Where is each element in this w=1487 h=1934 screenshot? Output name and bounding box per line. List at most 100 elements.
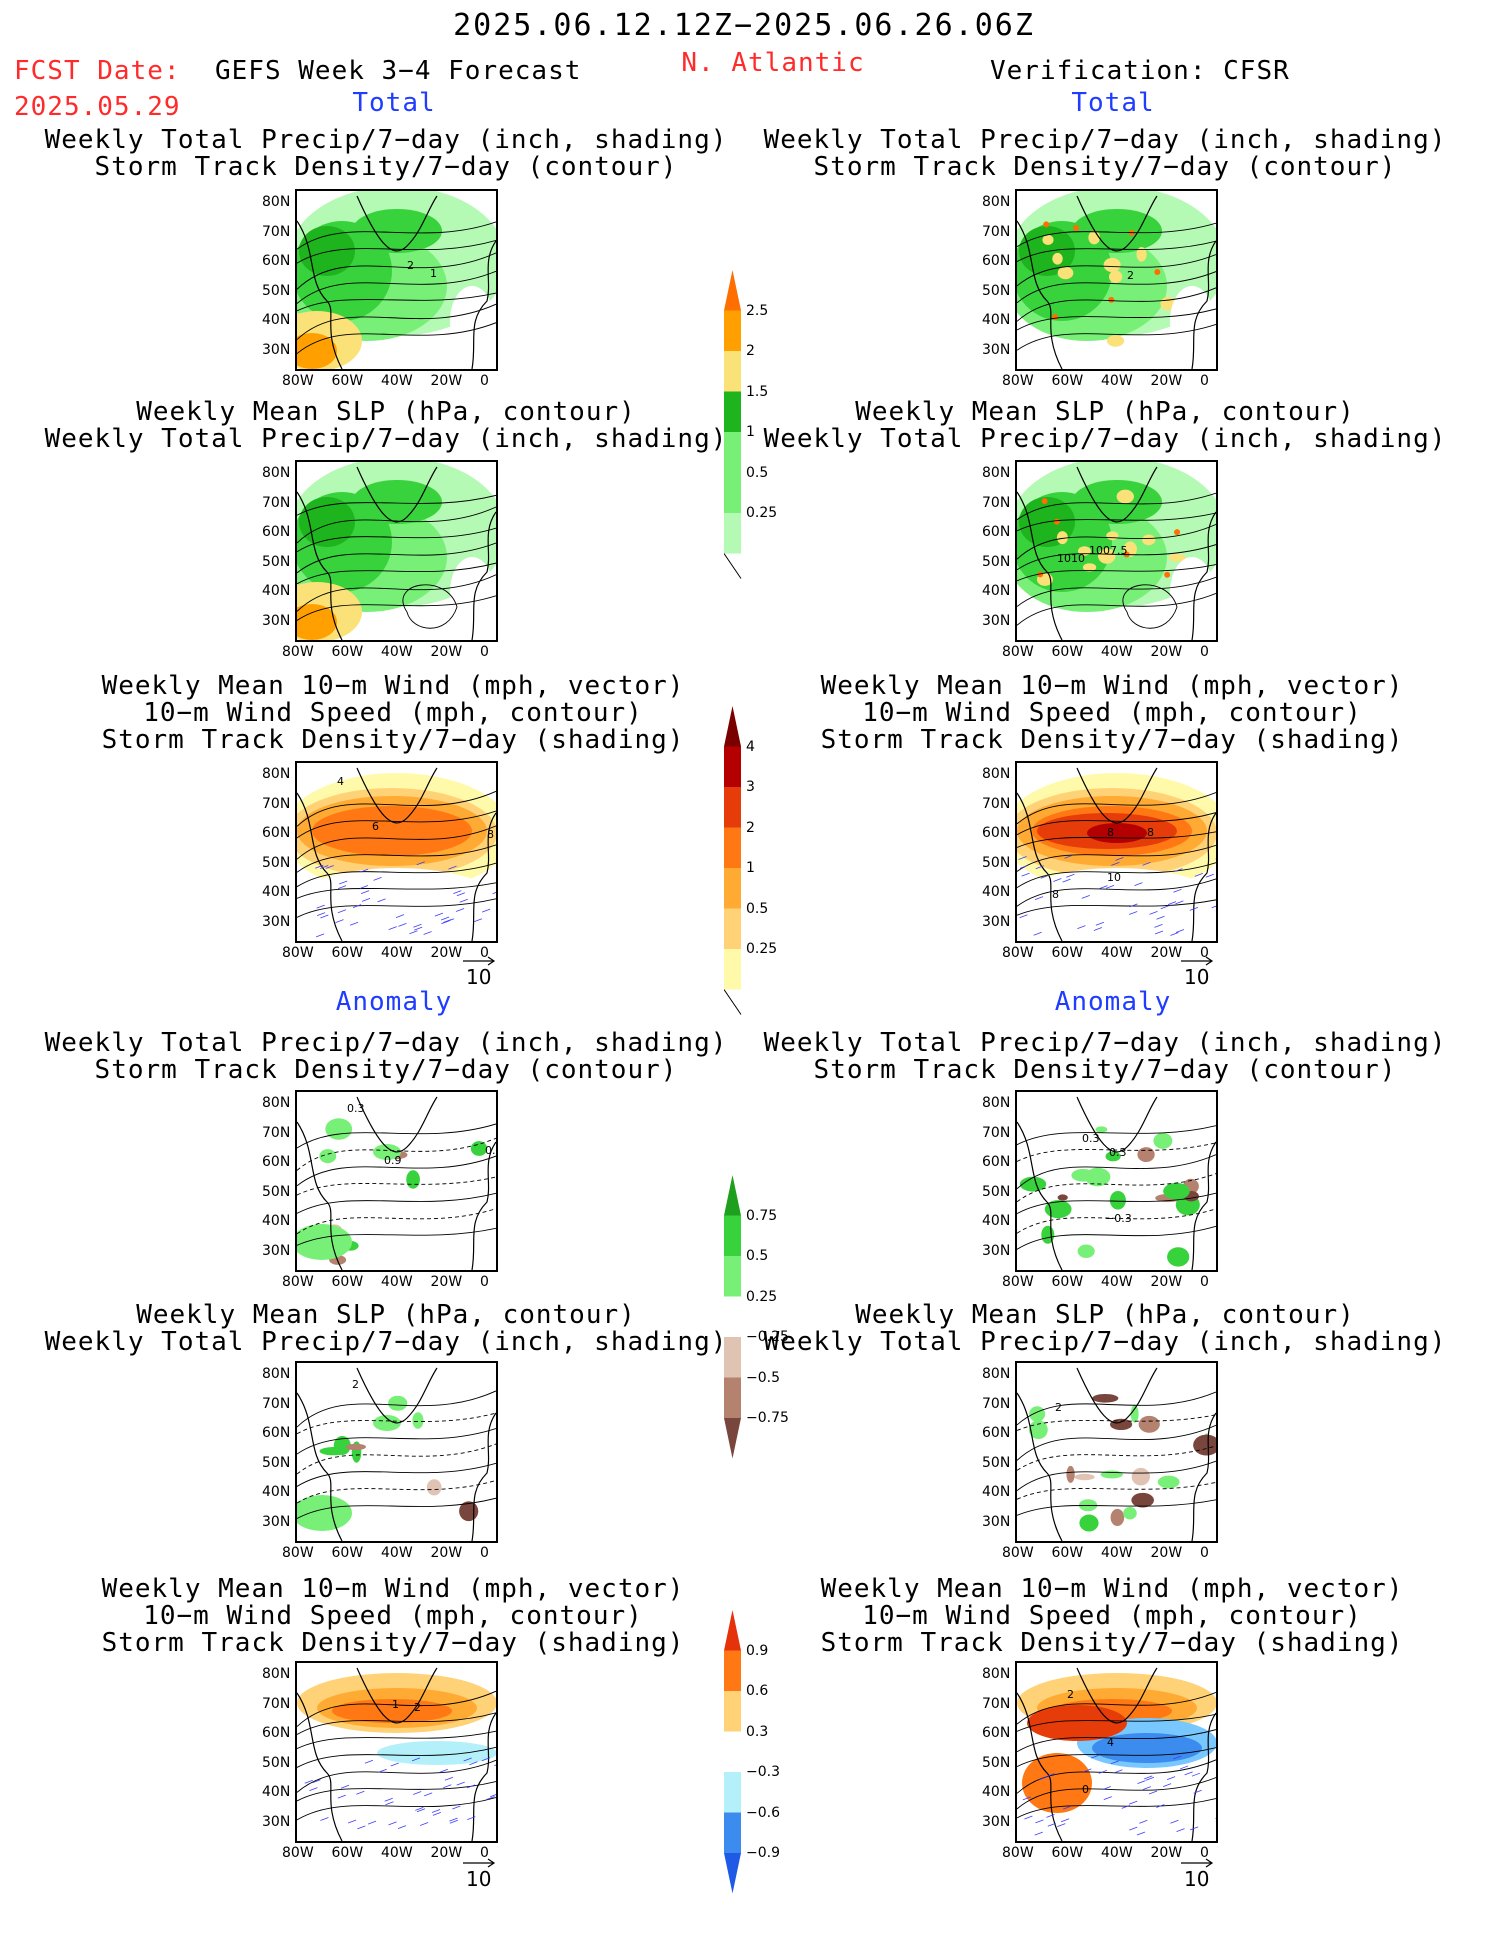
contour-label: 8 [1107, 826, 1114, 839]
colorbar-tick-label: 0.9 [746, 1642, 769, 1659]
lon-tick-label: 80W [1002, 373, 1034, 389]
lat-tick-label: 80N [262, 1366, 291, 1382]
anomaly-label-forecast: Anomaly [335, 987, 453, 1017]
lat-tick-label: 60N [982, 1725, 1011, 1741]
lat-tick-label: 70N [982, 1695, 1011, 1712]
lat-tick-label: 40N [982, 312, 1011, 328]
lon-tick-label: 60W [331, 644, 364, 660]
lat-tick-label: 70N [982, 1124, 1011, 1141]
lon-tick-label: 60W [1051, 1845, 1084, 1861]
lon-tick-label: 80W [282, 1274, 314, 1290]
lat-tick-label: 60N [982, 1425, 1011, 1441]
lat-tick-label: 50N [982, 553, 1011, 570]
lat-tick-label: 40N [982, 1484, 1011, 1500]
colorbar-tick-label: 1.5 [746, 383, 769, 400]
lon-tick-label: 20W [430, 1274, 463, 1290]
lat-tick-label: 80N [262, 194, 291, 210]
vector-reference-label: 10 [466, 1867, 492, 1891]
colorbar-tick-label: 0.75 [746, 1207, 778, 1224]
map-canvas: 2 [1017, 1367, 1216, 1541]
fcst-date: 2025.05.29 [14, 92, 181, 122]
lat-tick-label: 40N [262, 1784, 291, 1800]
lon-tick-label: 80W [282, 644, 314, 660]
contour-label: 6 [372, 820, 379, 833]
lat-tick-label: 40N [982, 1784, 1011, 1800]
lat-tick-label: 30N [262, 1513, 291, 1530]
vector-reference-label: 10 [466, 965, 492, 989]
fcst-date-label: FCST Date: [14, 56, 181, 86]
lon-tick-label: 20W [1150, 1845, 1183, 1861]
panel-title-anom-slp-forecast: Weekly Mean SLP (hPa, contour) Weekly Tot… [44, 1300, 728, 1357]
lon-tick-label: 0 [480, 644, 489, 660]
lat-tick-label: 70N [982, 494, 1011, 511]
contour-label: 2 [352, 1378, 359, 1391]
colorbar-tick-label: 2 [746, 343, 755, 359]
lat-tick-label: 40N [982, 583, 1011, 599]
lat-tick-label: 50N [982, 282, 1011, 299]
colorbar-tick-label: 0.6 [746, 1683, 769, 1699]
lat-tick-label: 70N [262, 1124, 291, 1141]
lat-tick-label: 50N [262, 1183, 291, 1200]
lon-tick-label: 40W [381, 644, 413, 660]
lon-tick-label: 20W [430, 945, 463, 961]
map-panel-a2-ob: 2 [1015, 1361, 1218, 1543]
lon-tick-label: 40W [1101, 644, 1133, 660]
lat-tick-label: 60N [262, 1154, 291, 1170]
lat-tick-label: 70N [982, 795, 1011, 812]
lat-tick-label: 50N [982, 1754, 1011, 1771]
contour-label: 1010 [1057, 552, 1085, 565]
lat-tick-label: 80N [982, 1666, 1011, 1682]
lat-tick-label: 50N [982, 1454, 1011, 1471]
contour-label: 2 [1127, 269, 1134, 282]
colorbar-tick-label: 2.5 [746, 302, 769, 319]
lon-tick-label: 0 [1200, 1545, 1209, 1561]
lat-tick-label: 30N [982, 1242, 1011, 1259]
verification-label: Verification: CFSR [990, 56, 1290, 86]
colorbar-tick-label: 0.5 [746, 1248, 769, 1264]
lon-tick-label: 80W [282, 373, 314, 389]
lon-tick-label: 60W [1051, 945, 1084, 961]
lat-tick-label: 70N [262, 795, 291, 812]
lat-tick-label: 60N [262, 524, 291, 540]
lon-tick-label: 20W [430, 644, 463, 660]
lat-tick-label: 30N [262, 341, 291, 358]
lon-tick-label: 80W [1002, 1845, 1034, 1861]
lon-tick-label: 40W [1101, 373, 1133, 389]
map-panel-t1-ob: 2 [1015, 189, 1218, 371]
map-canvas [297, 462, 496, 640]
lon-tick-label: 20W [1150, 644, 1183, 660]
contour-label: 0.6 [485, 1144, 496, 1157]
lat-tick-label: 30N [982, 1813, 1011, 1830]
contour-label: 1 [430, 267, 437, 280]
contour-label: 2 [1055, 1401, 1062, 1414]
colorbar-tick-label: −0.75 [746, 1410, 789, 1426]
lat-tick-label: 60N [982, 1154, 1011, 1170]
lon-tick-label: 0 [1200, 644, 1209, 660]
map-canvas: 4 6 8 [297, 767, 496, 941]
contour-label: 8 [1052, 888, 1059, 901]
lat-tick-label: 30N [982, 1513, 1011, 1530]
map-panel-a1-fc: 0.3 0.9 0.6 [295, 1090, 498, 1272]
map-panel-t2-ob: 1010 1007.5 [1015, 460, 1218, 642]
lat-tick-label: 60N [262, 1725, 291, 1741]
map-canvas: 21 [297, 191, 496, 369]
lat-tick-label: 30N [982, 341, 1011, 358]
panel-title-anom-precip-verification: Weekly Total Precip/7−day (inch, shading… [763, 1028, 1447, 1085]
colorbar-tick-label: 0.5 [746, 464, 769, 481]
lat-tick-label: 30N [262, 1242, 291, 1259]
colorbar-tick-label: 1 [746, 860, 755, 876]
panel-title-anom-wind-verification: Weekly Mean 10−m Wind (mph, vector) 10−m … [820, 1574, 1404, 1658]
panel-title-total-precip-verification: Weekly Total Precip/7−day (inch, shading… [763, 125, 1447, 182]
lat-tick-label: 50N [982, 1183, 1011, 1200]
lon-tick-label: 60W [1051, 644, 1084, 660]
lon-tick-label: 40W [381, 373, 413, 389]
lon-tick-label: 20W [1150, 1545, 1183, 1561]
map-canvas: 8 8 10 8 [1017, 767, 1216, 941]
contour-label: 4 [1107, 1736, 1114, 1749]
lat-tick-label: 40N [262, 1213, 291, 1229]
lon-tick-label: 40W [1101, 1274, 1133, 1290]
lon-tick-label: 40W [381, 1845, 413, 1861]
contour-label: 4 [337, 775, 344, 788]
